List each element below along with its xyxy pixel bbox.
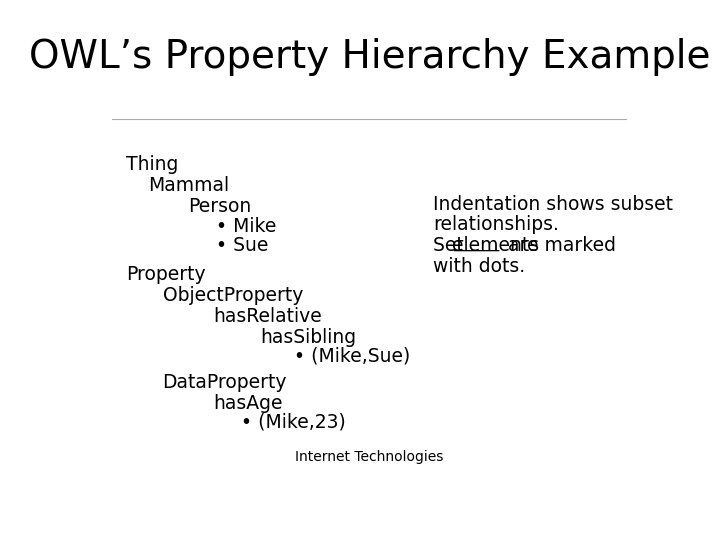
Text: • Mike: • Mike bbox=[215, 218, 276, 237]
Text: Thing: Thing bbox=[126, 155, 179, 174]
Text: hasAge: hasAge bbox=[213, 394, 282, 413]
Text: DataProperty: DataProperty bbox=[163, 373, 287, 393]
Text: relationships.: relationships. bbox=[433, 215, 559, 234]
Text: OWL’s Property Hierarchy Example: OWL’s Property Hierarchy Example bbox=[29, 38, 711, 76]
Text: Person: Person bbox=[188, 197, 251, 215]
Text: • (Mike,23): • (Mike,23) bbox=[240, 413, 346, 432]
Text: Set: Set bbox=[433, 236, 470, 255]
Text: • (Mike,Sue): • (Mike,Sue) bbox=[294, 346, 410, 366]
Text: hasRelative: hasRelative bbox=[213, 307, 322, 326]
Text: • Sue: • Sue bbox=[215, 236, 268, 255]
Text: elements: elements bbox=[451, 236, 539, 255]
Text: Indentation shows subset: Indentation shows subset bbox=[433, 194, 673, 214]
Text: are marked: are marked bbox=[502, 236, 616, 255]
Text: Property: Property bbox=[126, 265, 206, 284]
Text: ObjectProperty: ObjectProperty bbox=[163, 286, 303, 305]
Text: Mammal: Mammal bbox=[148, 176, 230, 195]
Text: with dots.: with dots. bbox=[433, 257, 526, 276]
Text: Internet Technologies: Internet Technologies bbox=[294, 450, 444, 464]
Text: hasSibling: hasSibling bbox=[260, 328, 356, 347]
